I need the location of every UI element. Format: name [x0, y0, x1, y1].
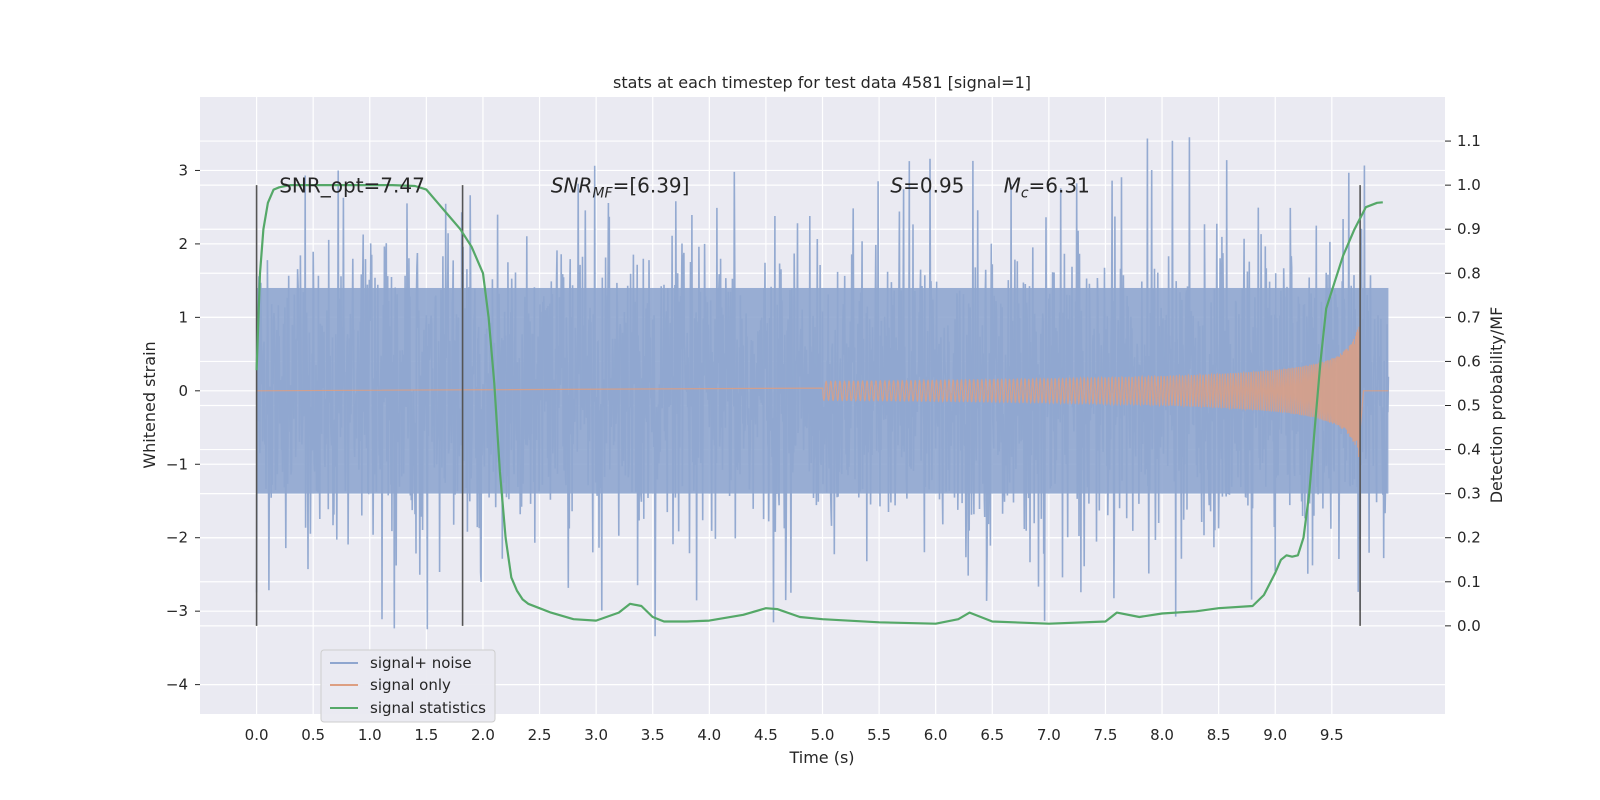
- x-tick-label: 3.5: [641, 726, 665, 744]
- y2-tick-label: 0.1: [1457, 573, 1481, 591]
- x-tick-label: 8.0: [1150, 726, 1174, 744]
- y2-tick-label: 1.1: [1457, 132, 1481, 150]
- y-tick-label: 1: [178, 308, 188, 326]
- x-tick-label: 5.0: [811, 726, 835, 744]
- y2-tick-label: 0.0: [1457, 617, 1481, 635]
- y-tick-label: 0: [178, 382, 188, 400]
- y2-ticks: 1.1 1.0 0.9 0.8 0.7 0.6 0.5 0.4 0.3 0.2 0.1 0.0: [1445, 132, 1481, 635]
- legend-box: [320, 649, 496, 723]
- y2-tick-label: 0.2: [1457, 529, 1481, 547]
- y-tick-label: 3: [178, 161, 188, 179]
- legend-label-signal-noise: signal+ noise: [370, 654, 472, 672]
- x-tick-label: 7.5: [1094, 726, 1118, 744]
- annotation: SNRMF=[6.39]: [551, 173, 690, 201]
- series-signal-statistics: [255, 184, 1383, 625]
- y-ticks: 3 2 1 0 −1 −2 −3 −4: [166, 161, 200, 694]
- x-tick-label: 4.5: [754, 726, 778, 744]
- legend-label-signal-statistics: signal statistics: [370, 699, 486, 717]
- y2-axis-label: Detection probability/MF: [1487, 307, 1506, 504]
- x-tick-label: 3.0: [584, 726, 608, 744]
- x-tick-label: 9.0: [1263, 726, 1287, 744]
- legend-label-signal-only: signal only: [370, 676, 451, 694]
- y-tick-label: −3: [166, 602, 188, 620]
- y2-tick-label: 0.9: [1457, 220, 1481, 238]
- annotation: Mc=6.31: [1004, 173, 1090, 201]
- x-tick-label: 1.5: [414, 726, 438, 744]
- annotation: SNR_opt=7.47: [279, 173, 425, 197]
- x-tick-label: 4.0: [697, 726, 721, 744]
- x-tick-label: 2.5: [528, 726, 552, 744]
- signal-trace: [256, 326, 1389, 458]
- y-axis-label: Whitened strain: [140, 341, 159, 468]
- annotation: S=0.95: [890, 173, 964, 197]
- x-tick-label: 6.0: [924, 726, 948, 744]
- x-tick-label: 9.5: [1320, 726, 1344, 744]
- series-signal-only: [256, 326, 1389, 458]
- x-ticks: 0.0 0.5 1.0 1.5 2.0 2.5 3.0 3.5 4.0 4.5 5.0 5.5 6.0 6…: [245, 726, 1344, 744]
- y2-tick-label: 0.3: [1457, 485, 1481, 503]
- x-tick-label: 8.5: [1207, 726, 1231, 744]
- y2-tick-label: 0.4: [1457, 441, 1481, 459]
- x-tick-label: 7.0: [1037, 726, 1061, 744]
- y2-tick-label: 0.8: [1457, 264, 1481, 282]
- legend: signal+ noise signal only signal statist…: [320, 649, 496, 723]
- y-tick-label: −2: [166, 529, 188, 547]
- statistics-line: [255, 184, 1383, 625]
- chart-title: stats at each timestep for test data 458…: [613, 73, 1031, 92]
- y2-tick-label: 0.7: [1457, 308, 1481, 326]
- y2-tick-label: 0.6: [1457, 352, 1481, 370]
- x-tick-label: 2.0: [471, 726, 495, 744]
- x-tick-label: 0.5: [301, 726, 325, 744]
- x-tick-label: 0.0: [245, 726, 269, 744]
- y-tick-label: −1: [166, 455, 188, 473]
- x-tick-label: 6.5: [980, 726, 1004, 744]
- x-tick-label: 1.0: [358, 726, 382, 744]
- y2-tick-label: 1.0: [1457, 176, 1481, 194]
- y-tick-label: 2: [178, 235, 188, 253]
- y2-tick-label: 0.5: [1457, 397, 1481, 415]
- annotations: SNR_opt=7.47 SNRMF=[6.39] S=0.95 Mc=6.31: [279, 173, 1090, 201]
- x-tick-label: 5.5: [867, 726, 891, 744]
- vertical-markers: [255, 185, 1361, 626]
- x-axis-label: Time (s): [788, 748, 854, 767]
- y-tick-label: −4: [166, 676, 188, 694]
